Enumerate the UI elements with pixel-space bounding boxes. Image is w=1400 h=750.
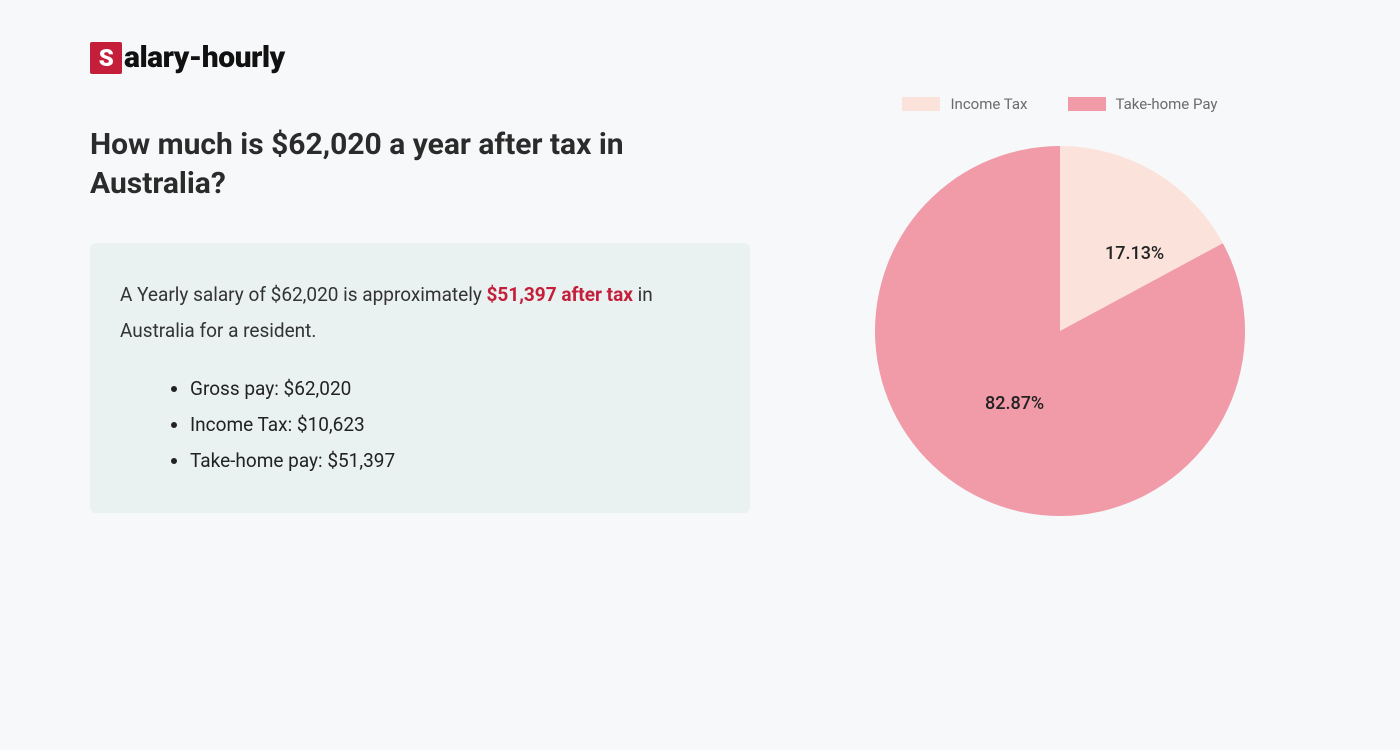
- legend-item-income-tax: Income Tax: [902, 95, 1027, 113]
- legend-label: Take-home Pay: [1116, 95, 1218, 113]
- slice-label-take-home: 82.87%: [985, 393, 1044, 414]
- legend-label: Income Tax: [950, 95, 1027, 113]
- chart-legend: Income Tax Take-home Pay: [902, 95, 1217, 113]
- list-item: Income Tax: $10,623: [190, 407, 720, 443]
- list-item: Take-home pay: $51,397: [190, 443, 720, 479]
- legend-item-take-home: Take-home Pay: [1068, 95, 1218, 113]
- pie-svg: [875, 131, 1245, 531]
- logo-text: alary-hourly: [124, 40, 285, 75]
- list-item: Gross pay: $62,020: [190, 371, 720, 407]
- logo-badge: S: [90, 42, 122, 74]
- page-title: How much is $62,020 a year after tax in …: [90, 125, 750, 203]
- summary-prefix: A Yearly salary of $62,020 is approximat…: [120, 283, 487, 306]
- summary-text: A Yearly salary of $62,020 is approximat…: [120, 277, 720, 349]
- slice-label-income-tax: 17.13%: [1105, 243, 1164, 264]
- legend-swatch: [902, 97, 940, 111]
- pie-chart: 17.13% 82.87%: [875, 131, 1245, 531]
- legend-swatch: [1068, 97, 1106, 111]
- site-logo: Salary-hourly: [90, 40, 1310, 75]
- summary-box: A Yearly salary of $62,020 is approximat…: [90, 243, 750, 513]
- summary-bullets: Gross pay: $62,020 Income Tax: $10,623 T…: [120, 371, 720, 479]
- summary-highlight: $51,397 after tax: [487, 283, 633, 306]
